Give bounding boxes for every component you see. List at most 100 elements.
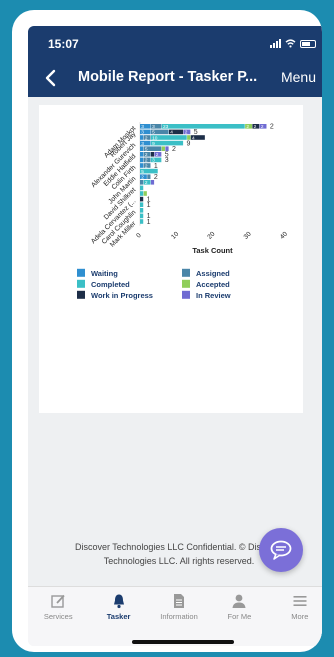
nav-bar: Mobile Report - Tasker P... Menu: [28, 64, 322, 92]
legend-label: Accepted: [196, 280, 230, 289]
legend-swatch: [77, 269, 85, 277]
bar-segment: [140, 197, 143, 202]
tab-more[interactable]: More: [270, 587, 322, 646]
segment-value-label: 2: [185, 130, 188, 136]
status-icons: [270, 39, 316, 48]
bar-total-label: 1: [147, 219, 151, 226]
tab-information[interactable]: Information: [149, 587, 209, 646]
x-axis-title: Task Count: [192, 246, 233, 255]
bar-segment: [140, 135, 143, 140]
bar-segment: [140, 191, 143, 196]
tab-tasker[interactable]: Tasker: [88, 587, 148, 646]
home-indicator: [132, 640, 234, 644]
segment-value-label: 9: [152, 141, 155, 147]
segment-value-label: 3: [152, 124, 155, 130]
bar-segment: [140, 208, 143, 213]
status-time: 15:07: [48, 37, 79, 51]
bell-icon: [111, 593, 127, 609]
bar-total-label: 1: [154, 163, 158, 170]
bar-total-label: 1: [147, 202, 151, 209]
segment-value-label: 2: [145, 135, 148, 141]
tab-label: Information: [160, 612, 198, 621]
bar-segment: [140, 158, 143, 163]
bar-segment: [140, 202, 143, 207]
bar-segment: [140, 214, 143, 219]
segment-value-label: 4: [192, 135, 195, 141]
menu-button[interactable]: Menu: [281, 69, 316, 85]
page-title: Mobile Report - Tasker P...: [78, 69, 257, 85]
app-header: 15:07 Mobile Report - Tasker: [28, 26, 322, 97]
bar-segment: [151, 180, 154, 185]
user-icon: [231, 593, 247, 609]
bar-segment: [140, 180, 143, 185]
x-tick-label: 10: [170, 230, 180, 240]
tab-label: Tasker: [107, 612, 131, 621]
segment-value-label: 3: [141, 124, 144, 130]
wifi-icon: [285, 39, 296, 48]
edit-icon: [50, 593, 66, 609]
legend-label: Waiting: [91, 269, 118, 278]
segment-value-label: 5: [145, 147, 148, 153]
legend-label: Work in Progress: [91, 291, 153, 300]
legend-label: Completed: [91, 280, 130, 289]
x-tick-label: 30: [243, 230, 253, 240]
bottom-tab-bar: Services Tasker Information: [28, 586, 322, 646]
bar-total-label: 2: [172, 146, 176, 153]
chevron-left-icon: [44, 69, 56, 87]
phone-frame: 15:07 Mobile Report - Tasker: [12, 10, 322, 652]
segment-value-label: 2: [141, 175, 144, 181]
segment-value-label: 2: [145, 152, 148, 158]
app-screen: 15:07 Mobile Report - Tasker: [28, 26, 322, 646]
signal-icon: [270, 39, 281, 48]
segment-value-label: 3: [141, 141, 144, 147]
bar-segment: [144, 191, 147, 196]
segment-value-label: 2: [145, 180, 148, 186]
segment-value-label: 2: [156, 152, 159, 158]
legend-label: Assigned: [196, 269, 230, 278]
segment-value-label: 5: [141, 169, 144, 175]
legend-swatch: [182, 269, 190, 277]
bar-total-label: 2: [270, 124, 274, 131]
report-card: 3 3 23 2 2 2 2 Adam Moskot 3 5 4 2 5 Robert Jay 2 10 4 3 9…: [39, 105, 303, 413]
tab-for-me[interactable]: For Me: [209, 587, 269, 646]
bar-segment: [140, 186, 143, 191]
x-tick-label: 0: [135, 232, 143, 240]
bar-segment: [140, 146, 143, 151]
tab-services[interactable]: Services: [28, 587, 88, 646]
segment-value-label: 10: [152, 135, 158, 141]
bar-segment: [140, 152, 143, 157]
bar-segment: [151, 141, 183, 146]
x-tick-label: 20: [206, 230, 216, 240]
bar-total-label: 5: [194, 129, 198, 136]
tab-label: More: [291, 612, 308, 621]
back-button[interactable]: [36, 64, 64, 92]
bar-total-label: 2: [154, 174, 158, 181]
legend-swatch: [182, 280, 190, 288]
bar-segment: [140, 163, 143, 168]
bar-total-label: 9: [187, 140, 191, 147]
chat-bubble-icon: [270, 540, 292, 560]
menu-icon: [292, 593, 308, 609]
segment-value-label: 2: [246, 124, 249, 130]
segment-value-label: 2: [145, 158, 148, 164]
document-icon: [171, 593, 187, 609]
segment-value-label: 2: [261, 124, 264, 130]
tab-label: For Me: [228, 612, 252, 621]
x-tick-label: 40: [279, 230, 289, 240]
legend-swatch: [77, 291, 85, 299]
legend-label: In Review: [196, 291, 231, 300]
bar-segment: [187, 135, 190, 140]
segment-value-label: 4: [170, 130, 173, 136]
segment-value-label: 2: [145, 163, 148, 169]
bar-segment: [140, 219, 143, 224]
bar-segment: [162, 124, 245, 129]
segment-value-label: 5: [152, 130, 155, 136]
legend-swatch: [182, 291, 190, 299]
battery-icon: [300, 40, 316, 48]
bar-segment: [165, 146, 168, 151]
bar-segment: [147, 174, 150, 179]
legend-swatch: [77, 280, 85, 288]
chat-button[interactable]: [259, 528, 303, 572]
bar-segment: [162, 146, 165, 151]
